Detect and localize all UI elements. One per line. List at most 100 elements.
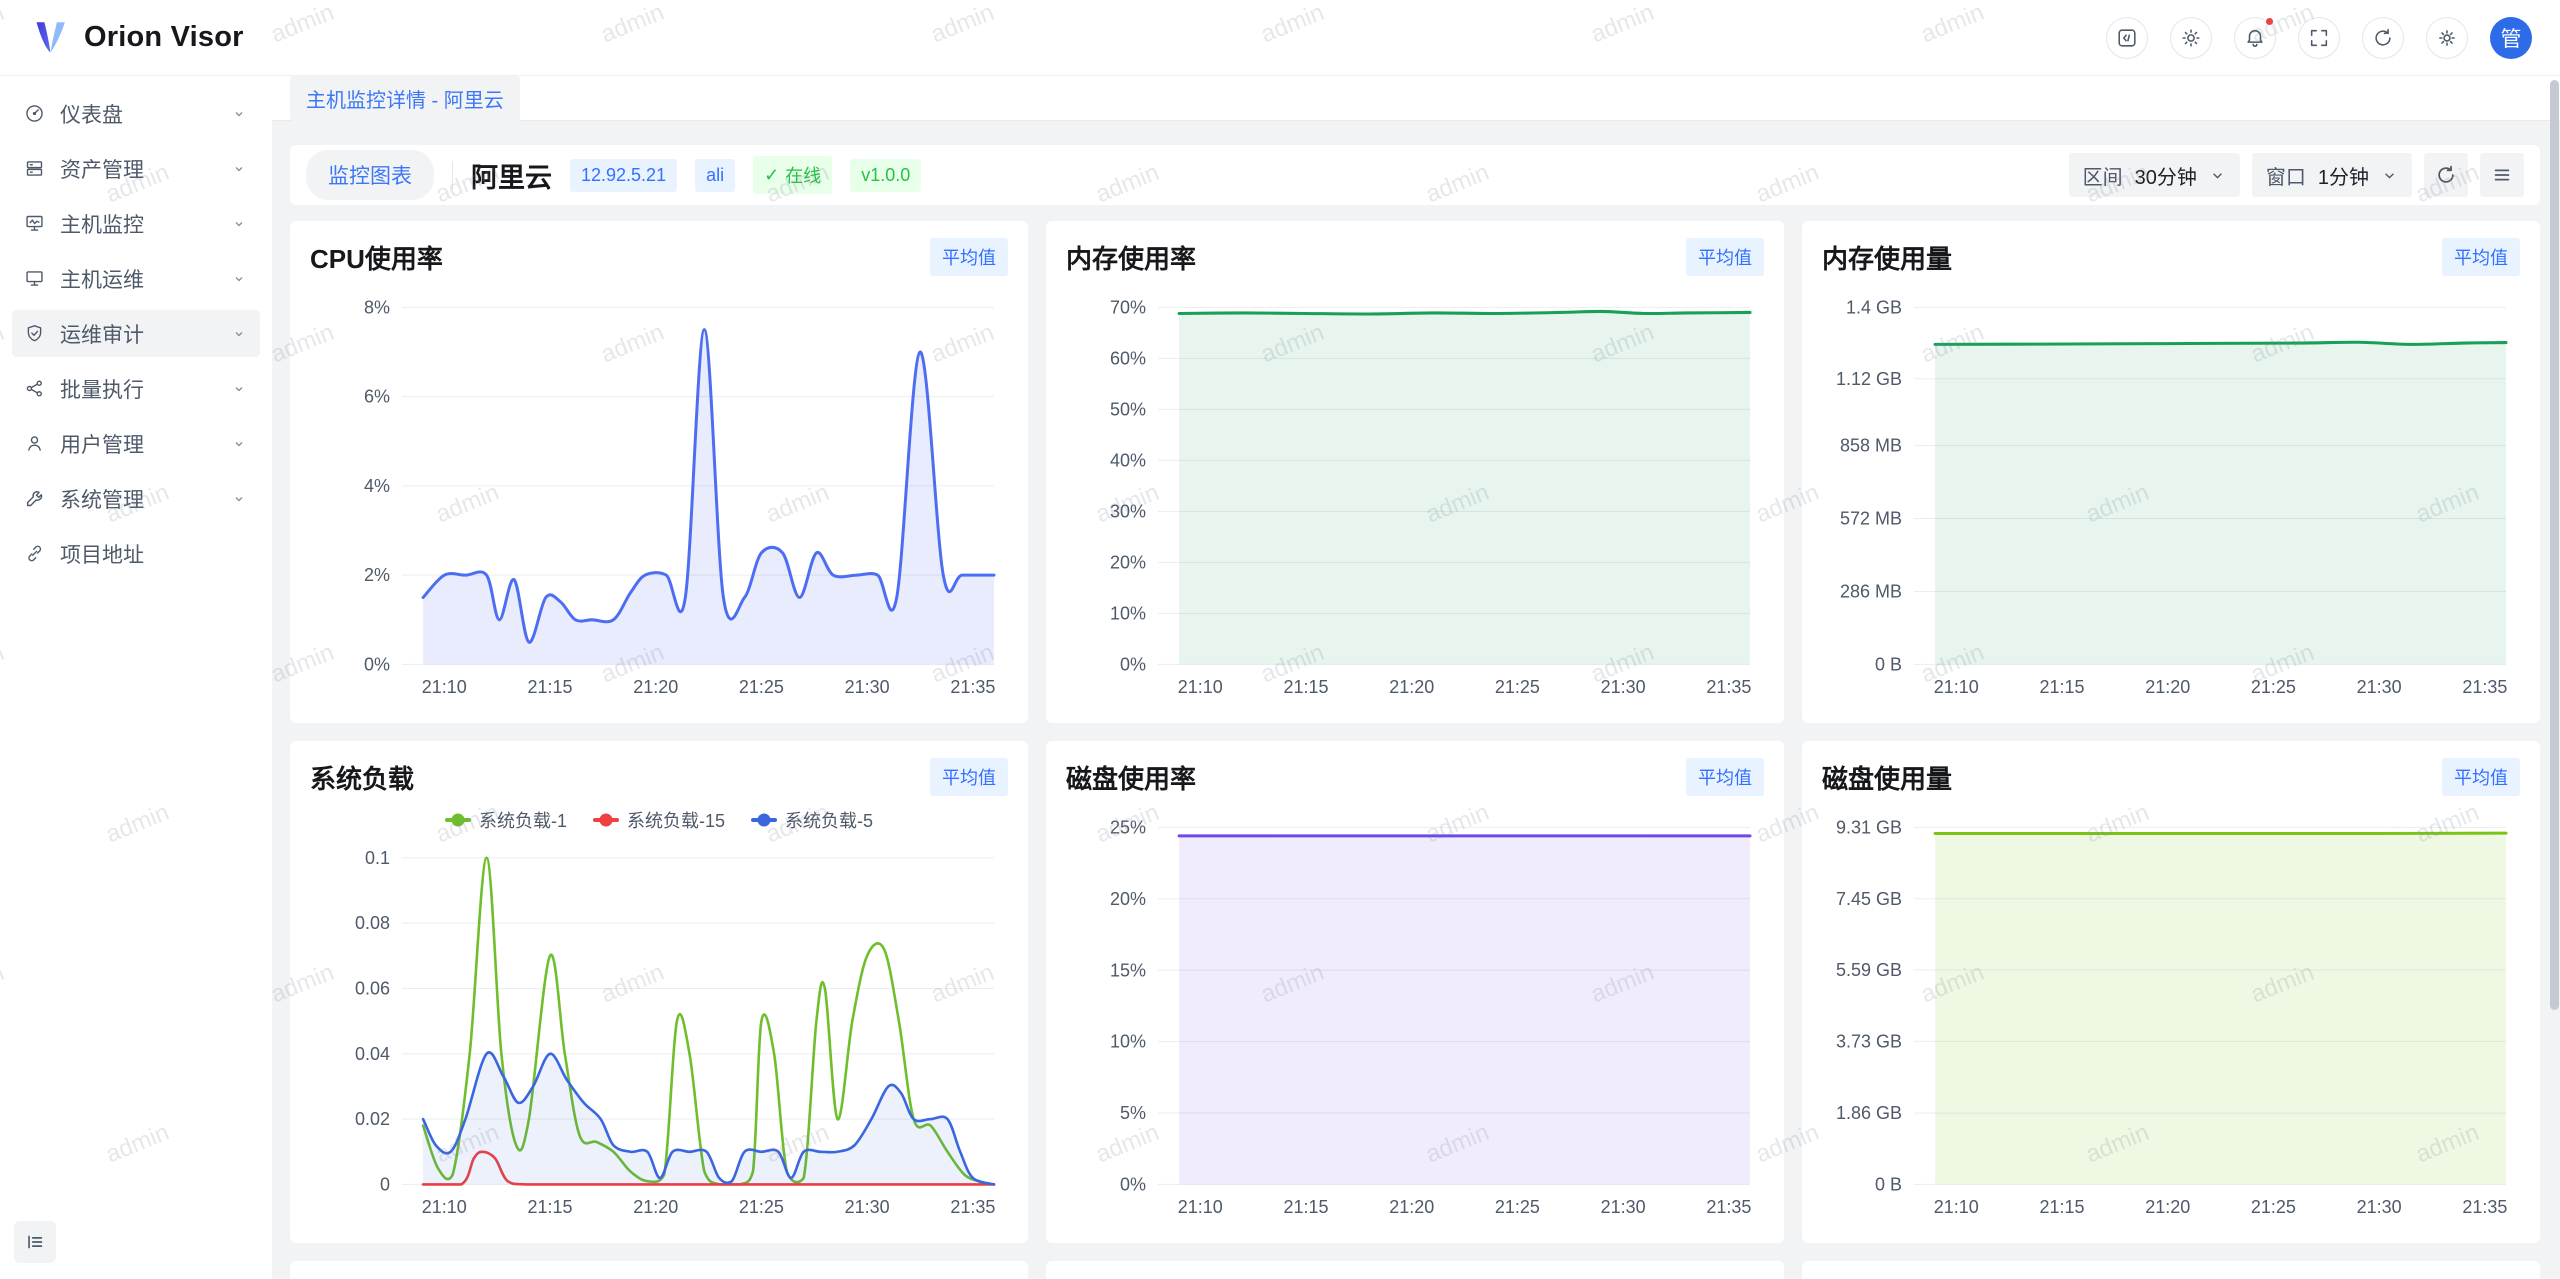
chevron-down-icon	[235, 496, 243, 501]
svg-text:21:15: 21:15	[2039, 1197, 2084, 1217]
avg-badge[interactable]: 平均值	[2442, 238, 2520, 276]
svg-text:7.45 GB: 7.45 GB	[1836, 889, 1902, 909]
sidebar-item-host-monitor[interactable]: 主机监控	[12, 200, 260, 247]
svg-text:21:20: 21:20	[1389, 677, 1434, 697]
system-mgmt-icon	[26, 490, 43, 507]
host-toolbar: 监控图表 阿里云 12.92.5.21 ali ✓ 在线 v1.0.0 区间 30…	[290, 145, 2540, 205]
range-select[interactable]: 区间 30分钟	[2068, 153, 2240, 197]
svg-text:2%: 2%	[364, 565, 390, 585]
collapse-sidebar-button[interactable]	[14, 1221, 56, 1263]
svg-text:21:20: 21:20	[633, 1197, 678, 1217]
sidebar-item-user-mgmt[interactable]: 用户管理	[12, 420, 260, 467]
svg-text:21:10: 21:10	[422, 677, 467, 697]
avatar[interactable]: 管	[2490, 16, 2532, 59]
chevron-down-icon	[2213, 172, 2222, 178]
sidebar-item-audit[interactable]: 运维审计	[12, 310, 260, 357]
project-link-icon	[28, 545, 42, 562]
tab-monitor-charts[interactable]: 监控图表	[306, 150, 434, 200]
range-select-label: 区间	[2082, 166, 2123, 189]
svg-text:21:10: 21:10	[1934, 677, 1979, 697]
avg-badge[interactable]: 平均值	[1686, 238, 1764, 276]
avg-badge[interactable]: 平均值	[930, 758, 1008, 796]
peek-card	[1046, 1261, 1784, 1279]
sidebar-item-batch-exec[interactable]: 批量执行	[12, 365, 260, 412]
sidebar-item-project-link[interactable]: 项目地址	[12, 530, 260, 577]
sidebar-item-dashboard[interactable]: 仪表盘	[12, 90, 260, 137]
legend-marker	[751, 813, 777, 827]
notifications-icon[interactable]	[2234, 15, 2276, 59]
chart-menu-button[interactable]	[2480, 153, 2524, 197]
svg-text:21:10: 21:10	[1178, 677, 1223, 697]
version-badge: v1.0.0	[850, 158, 922, 192]
svg-text:4%: 4%	[364, 476, 390, 496]
chart-card-cpu-usage: CPU使用率 平均值 0% 2% 4% 6% 8% 21:10 21:15 21:20 21:2…	[290, 221, 1028, 723]
svg-text:40%: 40%	[1110, 450, 1146, 470]
sidebar-item-label: 主机监控	[60, 213, 144, 237]
vertical-scrollbar[interactable]	[2550, 80, 2559, 1010]
avg-badge[interactable]: 平均值	[1686, 758, 1764, 796]
svg-text:5%: 5%	[1120, 1103, 1146, 1123]
main-area: 主机监控详情 - 阿里云 监控图表 阿里云 12.92.5.21 ali ✓ 在线…	[272, 75, 2560, 1279]
sidebar-item-label: 项目地址	[60, 543, 144, 567]
code-icon[interactable]	[2106, 16, 2148, 59]
app-logo[interactable]: Orion Visor	[30, 17, 244, 59]
refresh-icon[interactable]	[2362, 16, 2404, 59]
avg-badge[interactable]: 平均值	[2442, 758, 2520, 796]
chart-title: 内存使用率	[1066, 243, 1197, 274]
svg-text:858 MB: 858 MB	[1840, 436, 1902, 456]
chevron-down-icon	[235, 386, 243, 391]
svg-text:70%: 70%	[1110, 297, 1146, 317]
sidebar-item-label: 主机运维	[60, 268, 144, 292]
svg-text:0.04: 0.04	[355, 1044, 390, 1064]
svg-text:21:25: 21:25	[2251, 677, 2296, 697]
y-axis-labels: 0 B 1.86 GB 3.73 GB 5.59 GB 7.45 GB 9.31 GB	[1836, 817, 1902, 1194]
y-axis-labels: 0 0.02 0.04 0.06 0.08 0.1	[355, 848, 390, 1195]
svg-text:21:35: 21:35	[2462, 1197, 2507, 1217]
window-select[interactable]: 窗口 1分钟	[2251, 153, 2412, 197]
legend-label: 系统负载-15	[626, 811, 725, 831]
legend-item-系统负载-1[interactable]: 系统负载-1	[444, 807, 567, 833]
svg-text:572 MB: 572 MB	[1840, 509, 1902, 529]
peek-card	[290, 1261, 1028, 1279]
chart-card-system-load: 系统负载 平均值 系统负载-1 系统负载-15 系统负载-5 0 0.02 0.04 0.0…	[290, 741, 1028, 1243]
settings-icon[interactable]	[2426, 16, 2468, 59]
svg-text:21:15: 21:15	[527, 677, 572, 697]
svg-text:21:20: 21:20	[633, 677, 678, 697]
sidebar-item-assets[interactable]: 资产管理	[12, 145, 260, 192]
chevron-down-icon	[235, 331, 243, 336]
svg-text:0.08: 0.08	[355, 913, 390, 933]
disk-amount-chart: 0 B 1.86 GB 3.73 GB 5.59 GB 7.45 GB 9.31 GB 21…	[1822, 801, 2520, 1225]
content: 监控图表 阿里云 12.92.5.21 ali ✓ 在线 v1.0.0 区间 30…	[272, 121, 2560, 1279]
legend-item-系统负载-5[interactable]: 系统负载-5	[751, 807, 873, 833]
series-系统负载-1	[421, 856, 996, 1186]
next-row-peek	[290, 1261, 2540, 1279]
svg-text:60%: 60%	[1110, 348, 1146, 368]
theme-icon[interactable]	[2170, 16, 2212, 59]
x-axis-labels: 21:10 21:15 21:20 21:25 21:30 21:35	[422, 1197, 996, 1217]
sidebar-item-system-mgmt[interactable]: 系统管理	[12, 475, 260, 522]
svg-text:15%: 15%	[1110, 960, 1146, 980]
svg-text:21:15: 21:15	[1283, 677, 1328, 697]
host-name: 阿里云	[471, 162, 552, 193]
charts-grid: CPU使用率 平均值 0% 2% 4% 6% 8% 21:10 21:15 21:20 21:2…	[290, 221, 2540, 1243]
refresh-charts-button[interactable]	[2424, 153, 2468, 197]
audit-icon	[27, 325, 42, 342]
host-ip-tag: 12.92.5.21	[570, 158, 678, 192]
fullscreen-icon[interactable]	[2298, 16, 2340, 59]
svg-text:21:30: 21:30	[845, 1197, 890, 1217]
avg-badge[interactable]: 平均值	[930, 238, 1008, 276]
svg-text:1.12 GB: 1.12 GB	[1836, 369, 1902, 389]
cpu-usage-chart: 0% 2% 4% 6% 8% 21:10 21:15 21:20 21:25 21:30 21:35	[310, 281, 1008, 705]
legend-item-系统负载-15[interactable]: 系统负载-15	[592, 807, 725, 833]
chart-card-memory-amount: 内存使用量 平均值 0 B 286 MB 572 MB 858 MB 1.12 GB 1.…	[1802, 221, 2540, 723]
svg-text:21:25: 21:25	[1495, 1197, 1540, 1217]
sidebar-item-host-ops[interactable]: 主机运维	[12, 255, 260, 302]
status-badge: ✓ 在线	[753, 156, 833, 194]
series-CPU使用率	[421, 328, 996, 665]
svg-text:0.02: 0.02	[355, 1109, 390, 1129]
svg-text:21:10: 21:10	[422, 1197, 467, 1217]
sidebar-item-label: 用户管理	[60, 433, 144, 457]
breadcrumb[interactable]: 主机监控详情 - 阿里云	[290, 75, 520, 121]
